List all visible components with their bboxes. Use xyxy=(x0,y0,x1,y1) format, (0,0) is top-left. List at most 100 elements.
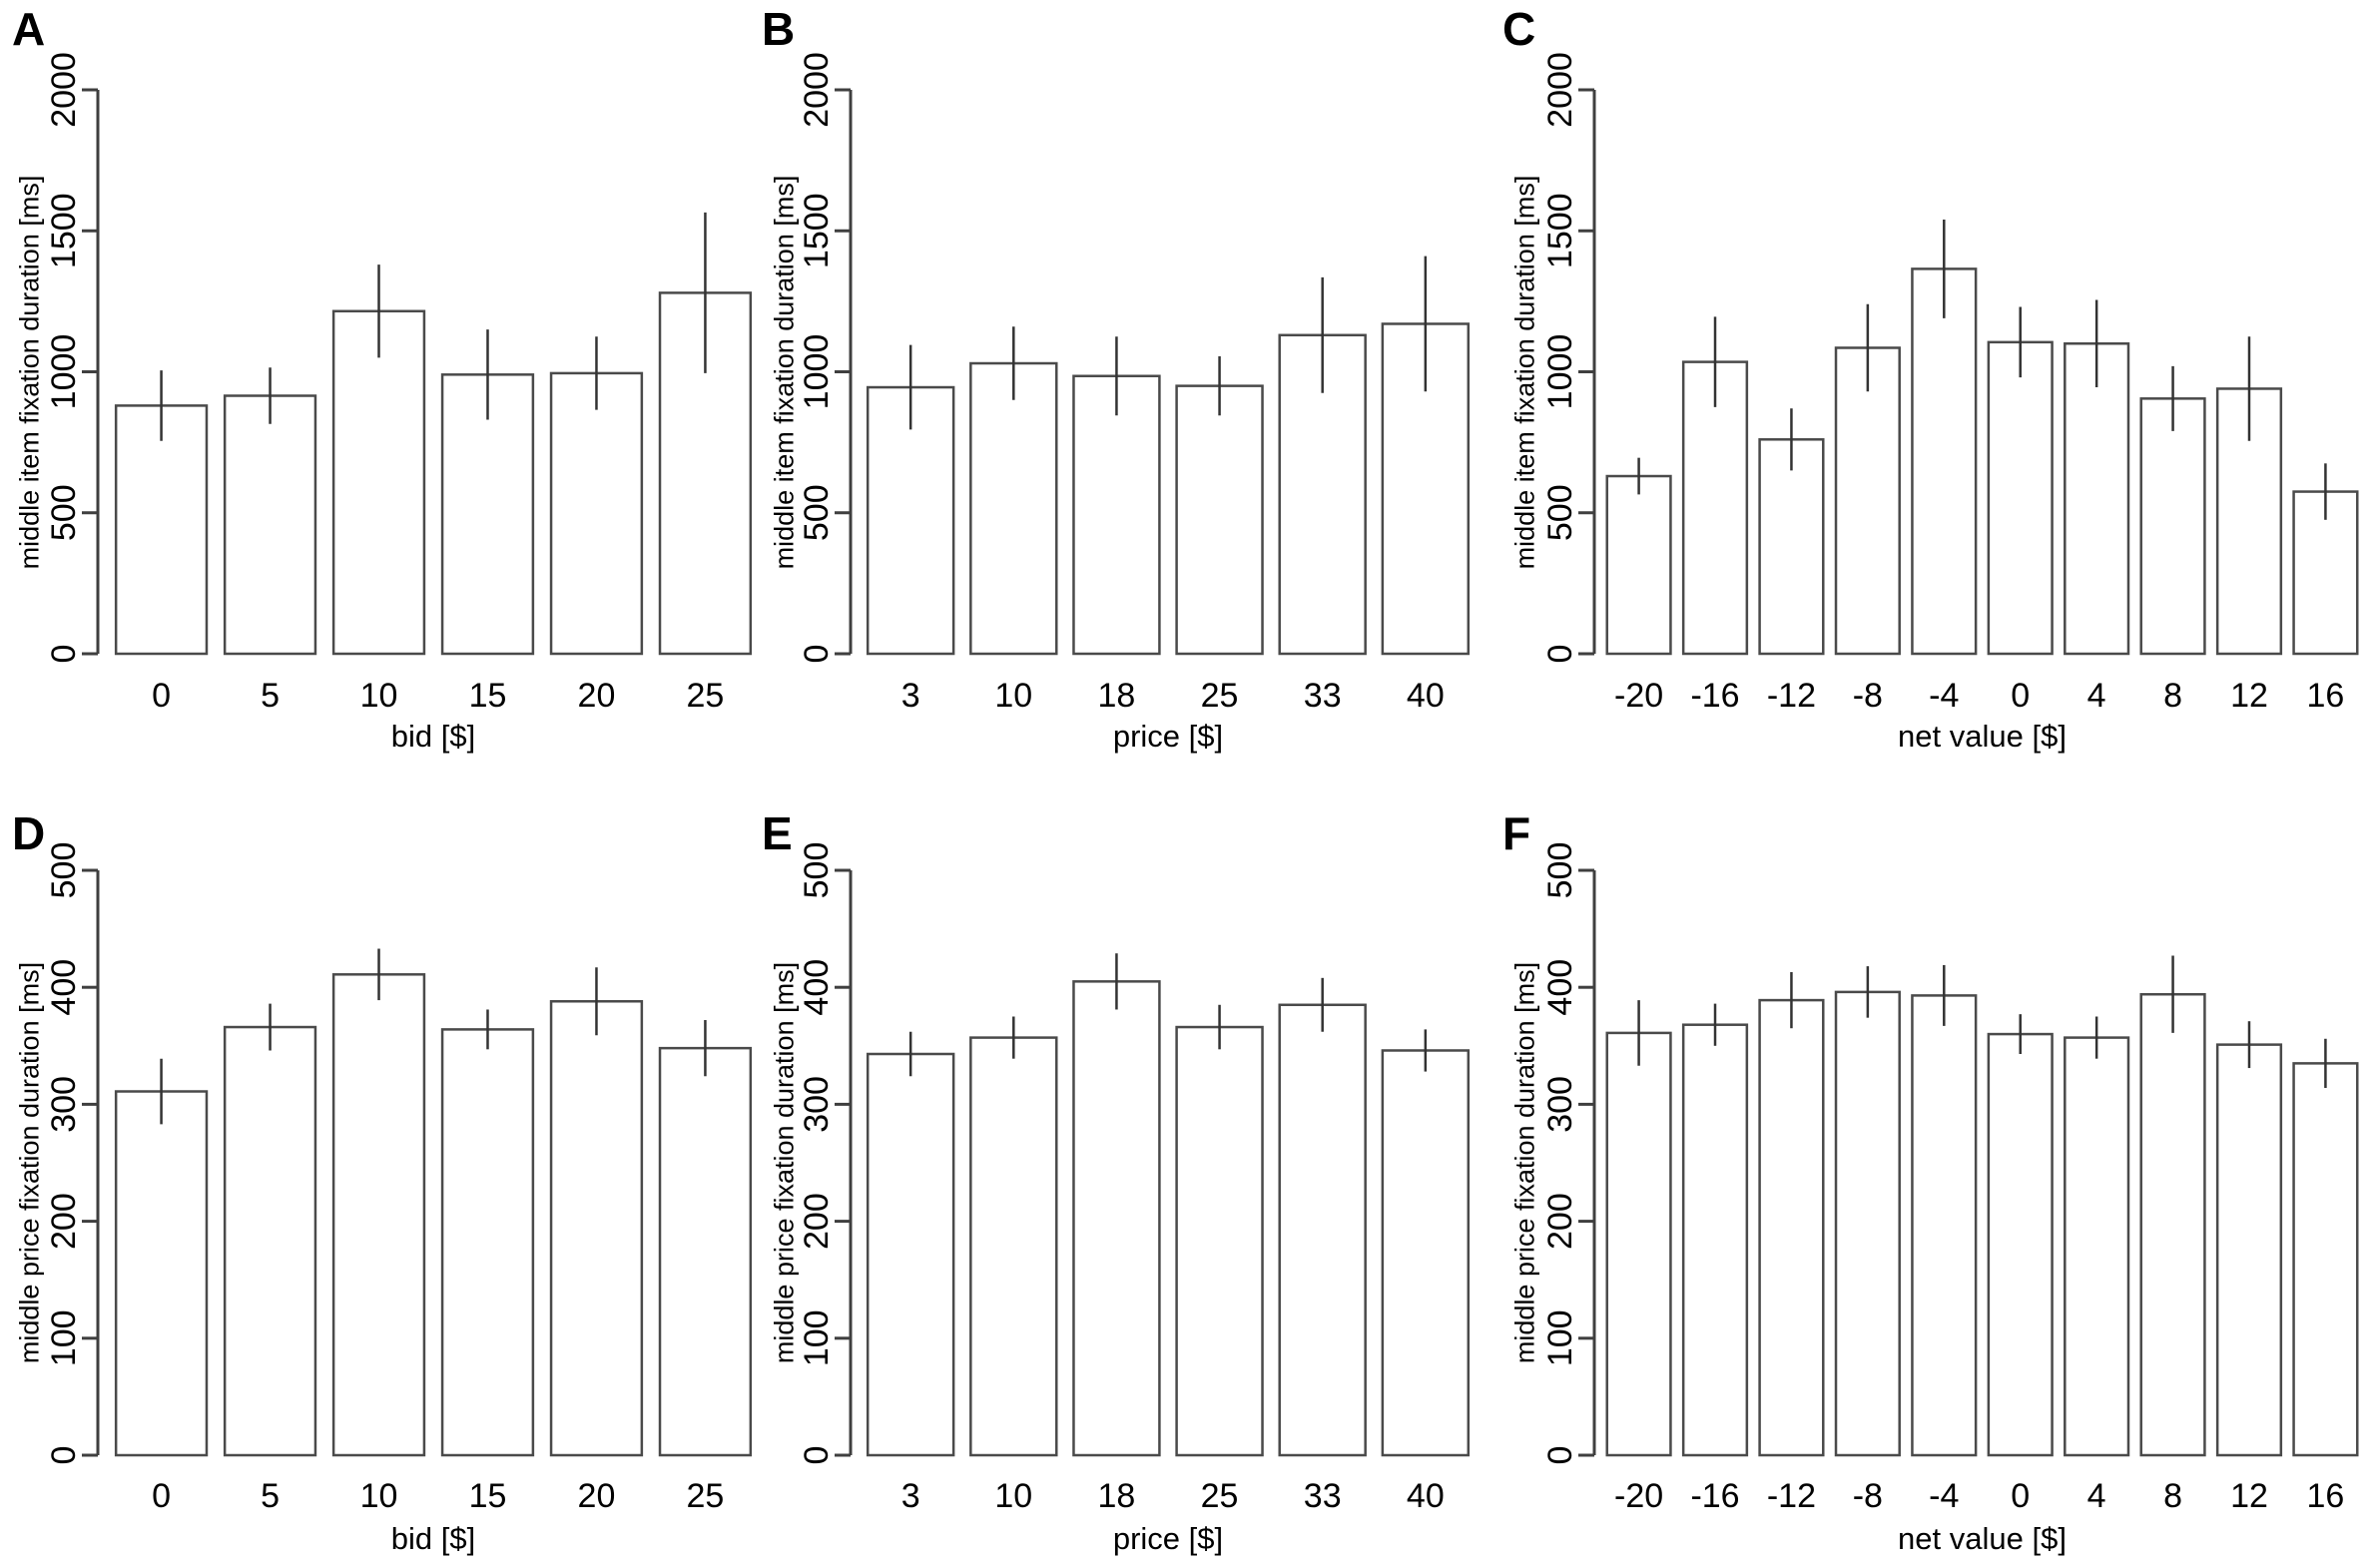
bar xyxy=(2292,1062,2359,1457)
bar xyxy=(549,371,644,656)
y-tick-label: 500 xyxy=(1541,484,1579,541)
x-axis-title-a: bid [$] xyxy=(390,719,476,754)
x-tick-label: 25 xyxy=(1201,677,1239,715)
bar xyxy=(1987,340,2054,656)
x-tick-label: 16 xyxy=(2307,1477,2345,1515)
bar xyxy=(1605,1031,1672,1457)
y-tick-label: 500 xyxy=(45,842,83,899)
x-tick-label: 25 xyxy=(1201,1477,1239,1515)
x-tick-label: 4 xyxy=(2087,1477,2106,1515)
bar xyxy=(549,1000,644,1457)
y-tick-label: 200 xyxy=(798,1193,836,1250)
x-tick-label: 5 xyxy=(261,677,280,715)
x-axis-title-d: bid [$] xyxy=(390,1521,476,1556)
y-tick-label: 300 xyxy=(798,1076,836,1133)
bar xyxy=(969,361,1058,656)
y-tick-label: 500 xyxy=(798,484,836,541)
bar xyxy=(1681,360,1749,656)
bar xyxy=(1072,374,1161,656)
y-tick-label: 100 xyxy=(1541,1309,1579,1366)
x-axis-title-c: net value [$] xyxy=(1898,719,2067,754)
bar xyxy=(658,1046,753,1457)
y-axis-title-f: middle price fixation duration [ms] xyxy=(1509,961,1540,1364)
x-tick-label: 18 xyxy=(1098,1477,1136,1515)
y-tick-label: 300 xyxy=(45,1076,83,1133)
y-tick-label: 0 xyxy=(798,645,836,664)
panel-label-d: D xyxy=(12,807,46,859)
bar xyxy=(2215,1043,2283,1457)
x-tick-label: 20 xyxy=(578,1477,616,1515)
x-tick-label: -4 xyxy=(1929,1477,1959,1515)
x-tick-label: 3 xyxy=(901,677,920,715)
x-tick-label: 18 xyxy=(1098,677,1136,715)
bar xyxy=(331,309,426,656)
x-axis-title-b: price [$] xyxy=(1112,719,1224,754)
y-axis-title-b: middle item fixation duration [ms] xyxy=(769,175,800,569)
bar xyxy=(1175,1025,1264,1457)
x-tick-label: 12 xyxy=(2230,1477,2268,1515)
bar xyxy=(2139,992,2206,1457)
bar xyxy=(1911,994,1978,1457)
bar xyxy=(114,404,209,656)
y-tick-label: 1500 xyxy=(1541,193,1579,268)
y-tick-label: 400 xyxy=(1541,959,1579,1016)
x-tick-label: 20 xyxy=(578,677,616,715)
x-tick-label: 25 xyxy=(687,1477,725,1515)
y-axis-title-e: middle price fixation duration [ms] xyxy=(769,961,800,1364)
bar xyxy=(1381,322,1471,656)
bar xyxy=(1681,1023,1749,1457)
bar xyxy=(866,1052,955,1457)
x-tick-label: -8 xyxy=(1853,677,1883,715)
y-tick-label: 1000 xyxy=(1541,334,1579,410)
x-tick-label: 33 xyxy=(1304,677,1342,715)
x-tick-label: 12 xyxy=(2230,677,2268,715)
y-tick-label: 0 xyxy=(45,1446,83,1465)
bar xyxy=(440,1028,535,1457)
bar xyxy=(2064,1036,2130,1457)
panel-label-f: F xyxy=(1502,807,1531,859)
y-tick-label: 2000 xyxy=(45,52,83,128)
panel-label-c: C xyxy=(1502,3,1536,55)
bar xyxy=(1381,1049,1471,1457)
y-tick-label: 200 xyxy=(45,1193,83,1250)
x-tick-label: 8 xyxy=(2163,677,2182,715)
x-tick-label: 10 xyxy=(994,1477,1032,1515)
y-tick-label: 500 xyxy=(45,484,83,541)
x-tick-label: 33 xyxy=(1304,1477,1342,1515)
x-tick-label: 8 xyxy=(2163,1477,2182,1515)
y-tick-label: 400 xyxy=(45,959,83,1016)
bar xyxy=(114,1090,209,1457)
y-tick-label: 100 xyxy=(45,1309,83,1366)
x-tick-label: 15 xyxy=(469,677,507,715)
bar xyxy=(440,373,535,656)
x-tick-label: -20 xyxy=(1614,1477,1663,1515)
x-axis-title-f: net value [$] xyxy=(1898,1521,2067,1556)
bar xyxy=(1834,346,1901,656)
x-tick-label: -12 xyxy=(1767,677,1816,715)
x-axis-title-e: price [$] xyxy=(1112,1521,1224,1556)
bar xyxy=(1072,980,1161,1457)
x-tick-label: 0 xyxy=(2011,1477,2030,1515)
bar xyxy=(1834,990,1901,1457)
y-tick-label: 2000 xyxy=(1541,52,1579,128)
y-tick-label: 400 xyxy=(798,959,836,1016)
x-tick-label: 5 xyxy=(261,1477,280,1515)
x-tick-label: -16 xyxy=(1690,677,1739,715)
panel-label-e: E xyxy=(762,807,793,859)
bar xyxy=(331,973,426,1457)
panel-label-a: A xyxy=(12,3,46,55)
y-tick-label: 0 xyxy=(45,645,83,664)
y-tick-label: 0 xyxy=(798,1446,836,1465)
y-axis-title-a: middle item fixation duration [ms] xyxy=(14,175,45,569)
y-tick-label: 100 xyxy=(798,1309,836,1366)
y-tick-label: 1000 xyxy=(798,334,836,410)
x-tick-label: 16 xyxy=(2307,677,2345,715)
y-tick-label: 0 xyxy=(1541,1446,1579,1465)
y-axis-title-c: middle item fixation duration [ms] xyxy=(1509,175,1540,569)
x-tick-label: -12 xyxy=(1767,1477,1816,1515)
y-tick-label: 0 xyxy=(1541,645,1579,664)
bar xyxy=(2064,342,2130,656)
y-axis-title-d: middle price fixation duration [ms] xyxy=(14,961,45,1364)
x-tick-label: 40 xyxy=(1407,677,1445,715)
